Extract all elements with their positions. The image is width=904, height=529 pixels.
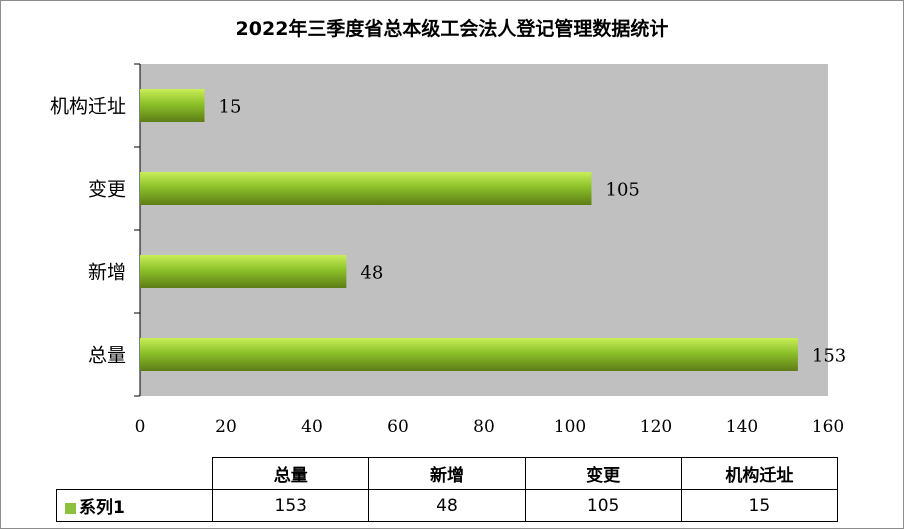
bar bbox=[140, 172, 592, 205]
x-tick-label: 140 bbox=[726, 417, 758, 437]
data-label: 105 bbox=[606, 180, 640, 201]
bar-chart: 0 20 40 60 80 100 120 140 160 153 总量 48 新增 105 变更 15 机构迁… bbox=[50, 63, 846, 437]
data-table: 总量 新增 变更 机构迁址 系列1 153 48 105 15 bbox=[55, 457, 839, 522]
x-tick-label: 100 bbox=[554, 417, 586, 437]
data-table-header: 新增 bbox=[368, 457, 526, 490]
data-label: 48 bbox=[360, 263, 383, 284]
category-label: 变更 bbox=[88, 179, 126, 201]
bar bbox=[140, 89, 205, 122]
x-tick-label: 0 bbox=[135, 417, 146, 437]
data-table-cell: 48 bbox=[368, 489, 526, 522]
data-label: 15 bbox=[219, 97, 242, 118]
category-label: 机构迁址 bbox=[50, 96, 126, 118]
data-table-cell: 15 bbox=[680, 489, 839, 522]
x-tick-label: 80 bbox=[473, 417, 495, 437]
category-label: 总量 bbox=[88, 345, 126, 367]
data-table-row: 系列1 153 48 105 15 bbox=[55, 489, 839, 522]
chart-title: 2022年三季度省总本级工会法人登记管理数据统计 bbox=[235, 18, 669, 40]
data-table-cell: 105 bbox=[524, 489, 682, 522]
legend-swatch bbox=[65, 502, 76, 514]
data-table-corner bbox=[57, 458, 213, 490]
data-table-header-row: 总量 新增 变更 机构迁址 bbox=[57, 457, 839, 490]
data-table-legend-cell: 系列1 bbox=[55, 489, 214, 522]
data-table-header: 总量 bbox=[212, 457, 370, 490]
bar bbox=[140, 338, 798, 371]
bar bbox=[140, 255, 347, 288]
data-table-header: 机构迁址 bbox=[680, 457, 839, 490]
data-table-header: 变更 bbox=[524, 457, 682, 490]
category-label: 新增 bbox=[88, 262, 126, 284]
x-tick-label: 60 bbox=[387, 417, 409, 437]
x-tick-label: 120 bbox=[640, 417, 672, 437]
x-tick-label: 20 bbox=[215, 417, 237, 437]
data-label: 153 bbox=[812, 346, 846, 367]
x-tick-label: 40 bbox=[301, 417, 323, 437]
x-tick-label: 160 bbox=[812, 417, 844, 437]
data-table-cell: 153 bbox=[212, 489, 370, 522]
legend-label: 系列1 bbox=[79, 498, 125, 518]
